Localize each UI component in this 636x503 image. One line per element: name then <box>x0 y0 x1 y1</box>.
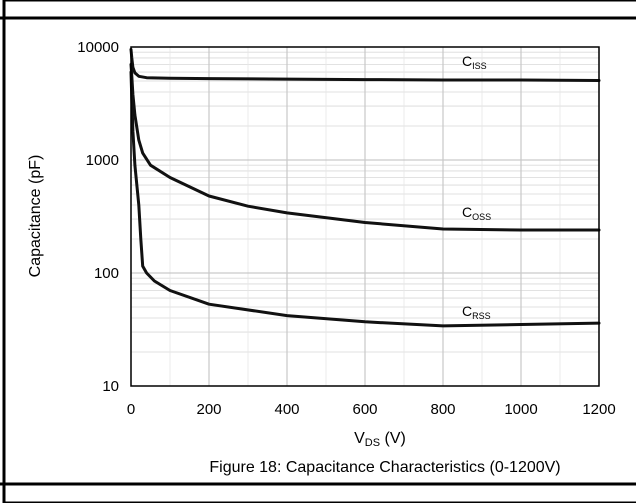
y-tick-labels: 10 100 1000 10000 <box>77 39 119 395</box>
y-tick-label: 10 <box>102 378 119 395</box>
series-line-iss <box>129 48 601 82</box>
series-label-main: C <box>462 204 472 220</box>
series-label-sub: OSS <box>472 212 491 222</box>
y-axis-label: Capacitance (pF) <box>27 155 44 278</box>
y-tick-label: 10000 <box>77 39 119 56</box>
series-label-rss: CRSS <box>462 303 491 321</box>
x-tick-label: 1000 <box>504 401 537 418</box>
y-tick-label: 1000 <box>86 152 119 169</box>
x-axis-label-sub: DS <box>365 437 380 449</box>
series-label-main: C <box>462 53 472 69</box>
x-axis-label-unit: (V) <box>380 430 406 447</box>
x-tick-label: 1200 <box>582 401 615 418</box>
x-tick-label: 0 <box>127 401 135 418</box>
x-tick-label: 600 <box>352 401 377 418</box>
series-line-rss <box>129 70 601 328</box>
x-axis-label-main: V <box>354 430 365 447</box>
series-line-oss <box>129 63 601 232</box>
series-label-main: C <box>462 303 472 319</box>
series-label-iss: CISS <box>462 53 487 71</box>
grid-major <box>130 46 600 387</box>
x-tick-labels: 0 200 400 600 800 1000 1200 <box>127 401 616 418</box>
x-tick-label: 800 <box>430 401 455 418</box>
series-label-sub: RSS <box>472 311 491 321</box>
series-label-sub: ISS <box>472 61 487 71</box>
series-layer <box>129 48 601 328</box>
x-axis-label: VDS (V) <box>354 430 406 449</box>
plot-area-border <box>130 46 600 387</box>
x-tick-label: 400 <box>274 401 299 418</box>
series-label-oss: COSS <box>462 204 491 222</box>
y-tick-label: 100 <box>94 265 119 282</box>
figure-caption: Figure 18: Capacitance Characteristics (… <box>209 459 560 476</box>
x-tick-label: 200 <box>196 401 221 418</box>
